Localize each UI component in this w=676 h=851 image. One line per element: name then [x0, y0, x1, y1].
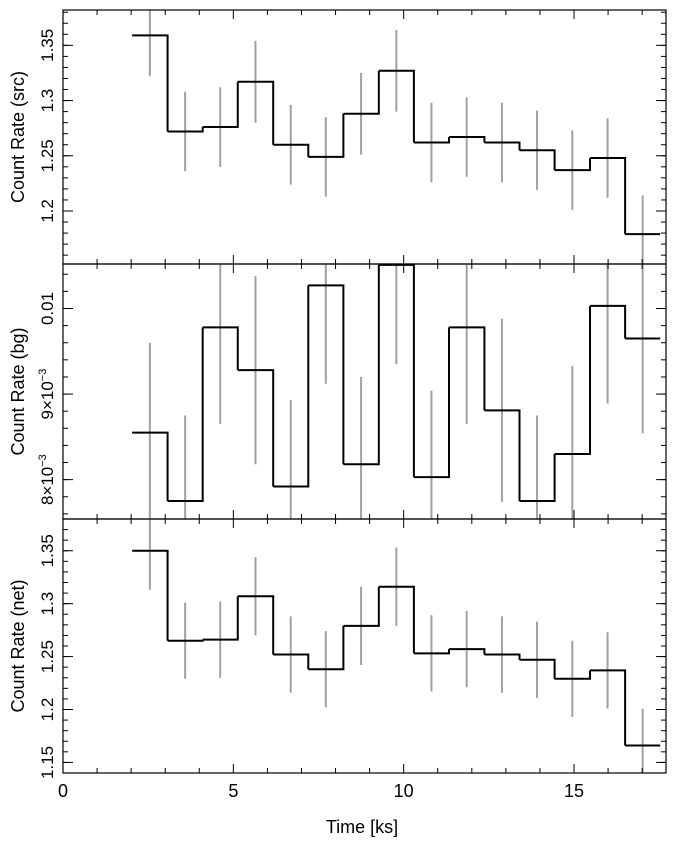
- frame-bg: [62, 263, 667, 520]
- step-bg-10: [484, 409, 521, 502]
- step-net-10: [484, 653, 521, 660]
- step-bg-4: [273, 285, 310, 488]
- step-src-1: [167, 127, 204, 133]
- step-net-13: [590, 669, 627, 746]
- ytick-mantissa-bg-1: 9×10: [38, 381, 57, 419]
- xtick-label-3: 15: [564, 781, 584, 801]
- data-bg: [132, 264, 661, 519]
- ytick-label-net-3: 1.3: [38, 592, 57, 616]
- step-net-1: [167, 639, 204, 642]
- ytick-label-bg-2: 0.01: [38, 292, 57, 325]
- ytick-mantissa-bg-0: 8×10: [38, 467, 57, 505]
- y-axis-label-bg: Count Rate (bg): [8, 327, 28, 455]
- step-bg-3: [237, 369, 275, 487]
- step-net-4: [273, 653, 310, 670]
- step-bg-9: [448, 326, 486, 411]
- step-net-9: [448, 648, 486, 655]
- step-net-3: [237, 595, 275, 655]
- data-net: [132, 519, 661, 773]
- ytick-label-net-0: 1.15: [38, 746, 57, 779]
- step-src-4: [273, 143, 310, 157]
- ytick-label-net-4: 1.35: [38, 534, 57, 567]
- step-net-6: [343, 586, 380, 627]
- y-axis-label-src: Count Rate (src): [8, 71, 28, 203]
- step-src-8: [413, 137, 450, 144]
- step-bg-5: [308, 284, 345, 465]
- step-bg-11: [519, 453, 556, 503]
- xtick-label-1: 5: [228, 781, 238, 801]
- step-src-2: [202, 81, 239, 129]
- step-net-0: [132, 549, 169, 641]
- ytick-label-src-2: 1.3: [38, 89, 57, 113]
- step-bg-12: [554, 305, 592, 455]
- step-src-10: [484, 141, 521, 151]
- frame-src: [62, 9, 667, 265]
- ytick-exponent-bg-1: −3: [37, 369, 49, 382]
- step-bg-0: [132, 431, 169, 502]
- x-axis-label: Time [ks]: [326, 817, 398, 837]
- ytick-label-net-1: 1.2: [38, 698, 57, 722]
- step-bg-8: [413, 327, 450, 479]
- step-src-0: [132, 34, 169, 132]
- step-src-5: [308, 113, 345, 158]
- step-bg-13: [590, 304, 627, 339]
- step-net-2: [202, 596, 239, 641]
- ytick-label-net-2: 1.25: [38, 640, 57, 673]
- ytick-mantissa-bg-2: 0.01: [38, 292, 57, 325]
- step-net-5: [308, 625, 345, 671]
- panel-src: 1.2 1.25 1.3 1.35 Count Rate (src): [8, 9, 667, 265]
- step-net-8: [413, 649, 450, 655]
- data-src: [132, 10, 661, 264]
- ytick-label-src-3: 1.35: [38, 29, 57, 62]
- step-bg-7: [378, 264, 415, 478]
- ytick-exponent-bg-0: −3: [37, 454, 49, 467]
- step-bg-2: [202, 326, 239, 371]
- step-src-7: [378, 69, 415, 143]
- xtick-label-2: 10: [394, 781, 414, 801]
- step-src-13: [590, 156, 627, 235]
- ytick-label-bg-1: 9×10−3: [37, 369, 57, 420]
- step-src-12: [554, 157, 592, 172]
- step-net-7: [378, 585, 415, 654]
- frame-net: [62, 518, 667, 774]
- ytick-label-src-0: 1.2: [38, 199, 57, 223]
- panel-net: 1.15 1.2 1.25 1.3 1.35 Count Rate (net): [8, 518, 667, 779]
- ytick-label-bg-0: 8×10−3: [37, 454, 57, 505]
- ytick-label-src-1: 1.25: [38, 139, 57, 172]
- step-net-12: [554, 670, 592, 680]
- step-bg-1: [167, 327, 204, 503]
- xtick-label-0: 0: [58, 781, 68, 801]
- step-src-3: [237, 80, 275, 145]
- step-net-11: [519, 658, 556, 679]
- step-src-11: [519, 149, 556, 171]
- step-src-6: [343, 70, 380, 115]
- step-bg-6: [343, 264, 380, 466]
- y-axis-label-net: Count Rate (net): [8, 579, 28, 712]
- step-src-9: [448, 136, 486, 143]
